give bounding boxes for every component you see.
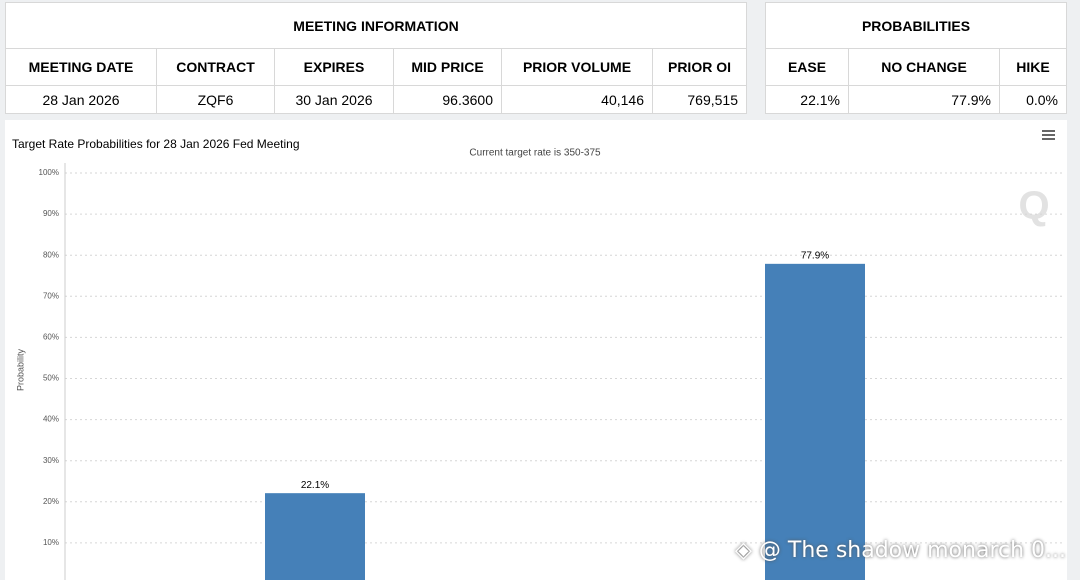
watermark-text: @ The shadow monarch 0... xyxy=(758,538,1067,563)
meeting-table: MEETING INFORMATION MEETING DATE CONTRAC… xyxy=(5,2,747,114)
y-tick-label: 20% xyxy=(43,497,59,506)
bar xyxy=(265,493,365,580)
value-label: 77.9% xyxy=(801,250,829,261)
cell: 28 Jan 2026 xyxy=(5,85,157,114)
col-header: HIKE xyxy=(999,48,1067,86)
chart-subtitle: Current target rate is 350-375 xyxy=(469,148,601,159)
y-tick-label: 90% xyxy=(43,209,59,218)
col-header: MID PRICE xyxy=(393,48,502,86)
col-header: NO CHANGE xyxy=(848,48,1000,86)
watermark: ◈ @ The shadow monarch 0... xyxy=(735,538,1067,563)
y-tick-label: 70% xyxy=(43,291,59,300)
table-title: MEETING INFORMATION xyxy=(5,2,747,49)
cell: ZQF6 xyxy=(156,85,275,114)
cell: 40,146 xyxy=(501,85,653,114)
col-header: CONTRACT xyxy=(156,48,275,86)
cell: 22.1% xyxy=(765,85,849,114)
chart-bg xyxy=(5,120,1067,580)
menu-icon[interactable] xyxy=(1042,130,1055,140)
y-axis-label: Probability xyxy=(15,348,25,391)
chart: Target Rate Probabilities for 28 Jan 202… xyxy=(5,120,1067,580)
col-header: PRIOR OI xyxy=(652,48,747,86)
col-header: PRIOR VOLUME xyxy=(501,48,653,86)
y-tick-label: 100% xyxy=(39,168,59,177)
y-tick-label: 80% xyxy=(43,250,59,259)
bar xyxy=(765,263,865,580)
col-header: EASE xyxy=(765,48,849,86)
y-tick-label: 60% xyxy=(43,333,59,342)
logo: Q xyxy=(1018,184,1049,228)
chart-title: Target Rate Probabilities for 28 Jan 202… xyxy=(12,137,300,151)
table-title: PROBABILITIES xyxy=(765,2,1067,49)
cell: 769,515 xyxy=(652,85,747,114)
y-tick-label: 10% xyxy=(43,538,59,547)
y-tick-label: 30% xyxy=(43,456,59,465)
cell: 30 Jan 2026 xyxy=(274,85,394,114)
cell: 96.3600 xyxy=(393,85,502,114)
col-header: EXPIRES xyxy=(274,48,394,86)
probabilities-table: PROBABILITIES EASE NO CHANGE HIKE 22.1% … xyxy=(765,2,1067,114)
y-tick-label: 40% xyxy=(43,415,59,424)
cell: 77.9% xyxy=(848,85,1000,114)
y-tick-label: 50% xyxy=(43,374,59,383)
value-label: 22.1% xyxy=(301,480,329,491)
cell: 0.0% xyxy=(999,85,1067,114)
col-header: MEETING DATE xyxy=(5,48,157,86)
